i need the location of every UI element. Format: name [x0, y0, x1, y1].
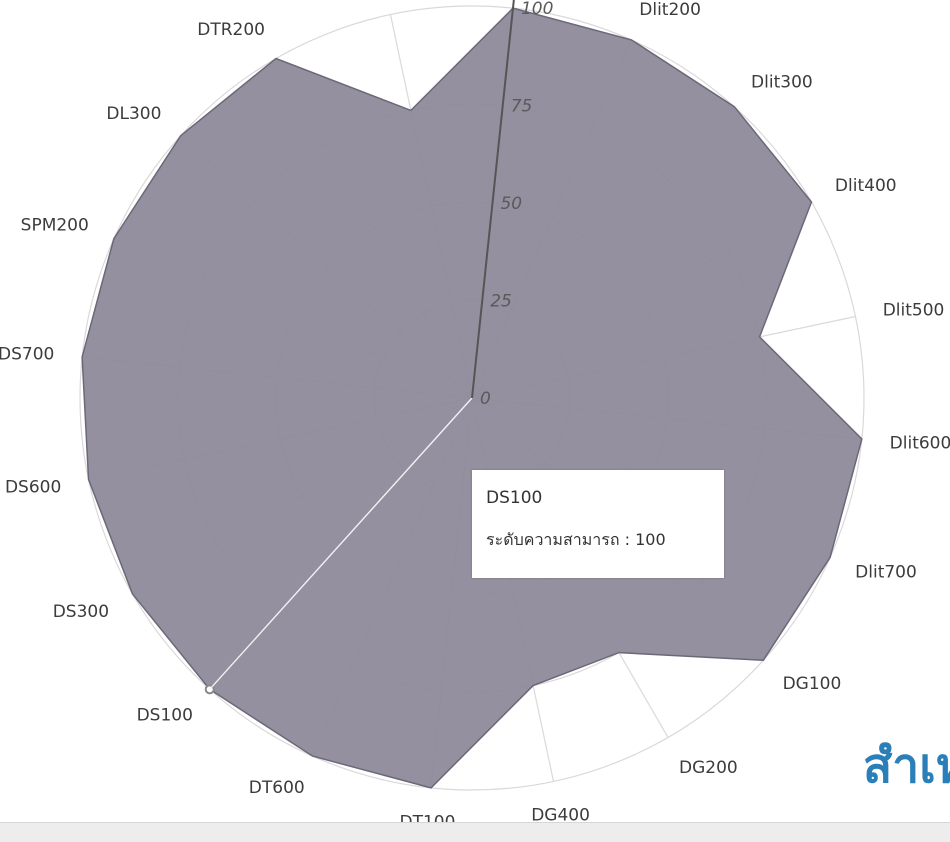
category-label-dlit400: Dlit400: [835, 176, 897, 196]
radial-tick-label: 75: [511, 97, 533, 117]
category-label-dlit200: Dlit200: [639, 0, 701, 20]
radial-tick-label: 100: [521, 0, 553, 19]
radar-area: [82, 8, 862, 788]
category-label-ds700: DS700: [0, 344, 54, 364]
category-label-dl300: DL300: [106, 104, 161, 124]
category-label-ds300: DS300: [53, 602, 109, 622]
corner-heading-fragment: สำเห: [863, 728, 950, 804]
category-label-dlit700: Dlit700: [855, 562, 917, 582]
category-label-spm200: SPM200: [21, 216, 89, 236]
category-label-ds100: DS100: [137, 706, 193, 726]
category-label-dg100: DG100: [783, 674, 842, 694]
category-label-dtr200: DTR200: [197, 20, 265, 40]
category-label-dt600: DT600: [249, 778, 305, 798]
radial-tick-label: 0: [480, 389, 491, 409]
tooltip: DS100 ระดับความสามารถ : 100: [472, 470, 724, 578]
bottom-divider-strip: [0, 822, 950, 842]
category-label-dlit300: Dlit300: [751, 72, 813, 92]
radial-tick-label: 50: [500, 194, 522, 214]
category-label-dlit500: Dlit500: [883, 300, 945, 320]
tooltip-value: ระดับความสามารถ : 100: [486, 528, 666, 553]
category-label-dlit600: Dlit600: [890, 434, 950, 454]
radial-tick-label: 25: [490, 292, 512, 312]
category-label-dg200: DG200: [679, 758, 738, 778]
category-label-ds600: DS600: [5, 478, 61, 498]
tooltip-title: DS100: [486, 488, 542, 508]
